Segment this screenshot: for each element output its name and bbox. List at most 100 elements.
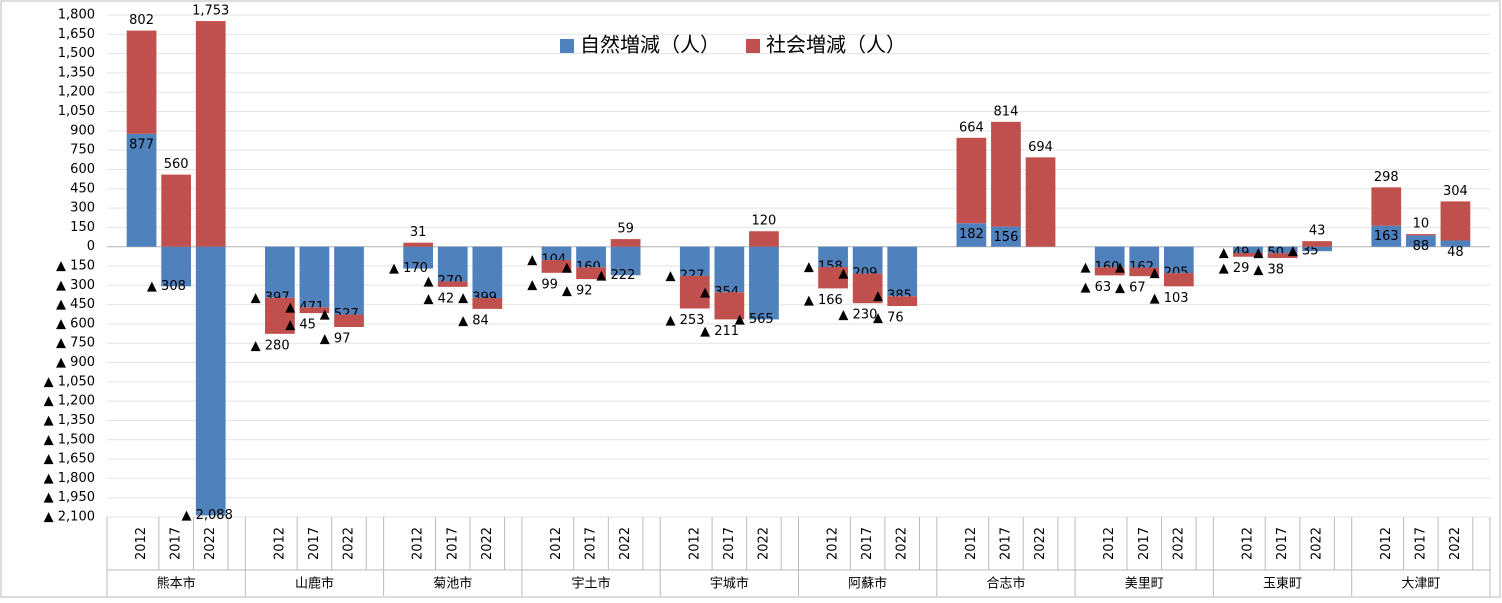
bar-segment bbox=[1267, 246, 1298, 254]
group-label: 宇城市 bbox=[710, 576, 749, 592]
bar-segment bbox=[610, 239, 641, 247]
bar-segment bbox=[852, 246, 883, 274]
data-label: 163 bbox=[1374, 229, 1399, 244]
bar-segment bbox=[679, 246, 710, 276]
y-tick-label: ▲ 150 bbox=[56, 259, 95, 274]
y-tick-label: ▲ 900 bbox=[56, 355, 95, 370]
data-label: 59 bbox=[617, 222, 634, 237]
y-tick-label: 1,500 bbox=[58, 46, 95, 61]
group-label: 宇土市 bbox=[572, 576, 611, 592]
bar-segment bbox=[403, 246, 434, 269]
bar-segment bbox=[1129, 246, 1160, 268]
bar-segment bbox=[472, 246, 503, 299]
data-label: ▲ 29 bbox=[1219, 261, 1250, 276]
x-tick-label: 2017 bbox=[307, 527, 322, 560]
x-tick-label: 2012 bbox=[549, 527, 564, 560]
x-tick-label: 2017 bbox=[1275, 527, 1290, 560]
group-label: 合志市 bbox=[986, 576, 1025, 592]
bar-segment bbox=[195, 21, 226, 247]
y-tick-label: 150 bbox=[70, 220, 95, 235]
bar-segment bbox=[1440, 201, 1471, 241]
data-label: 877 bbox=[129, 137, 154, 152]
data-label: ▲ 170 bbox=[389, 261, 428, 276]
data-label: ▲ 2,088 bbox=[182, 508, 233, 523]
x-tick-label: 2012 bbox=[411, 527, 426, 560]
bar-segment bbox=[818, 246, 848, 268]
bar-segment bbox=[1025, 157, 1056, 247]
bar-segment bbox=[576, 246, 606, 268]
x-tick-label: 2022 bbox=[895, 527, 910, 560]
data-label: ▲ 166 bbox=[804, 293, 843, 308]
group-label: 熊本市 bbox=[157, 576, 196, 592]
data-label: 304 bbox=[1443, 184, 1468, 199]
bar-segment bbox=[887, 296, 918, 307]
y-tick-label: 900 bbox=[70, 123, 95, 138]
bar-segment bbox=[126, 30, 157, 134]
bar-segment bbox=[576, 267, 606, 280]
bar-segment bbox=[749, 246, 779, 320]
data-label: ▲ 76 bbox=[873, 311, 904, 326]
y-tick-label: ▲ 1,050 bbox=[44, 374, 95, 389]
bar-segment bbox=[1094, 246, 1125, 268]
y-tick-label: 450 bbox=[70, 181, 95, 196]
data-label: ▲ 35 bbox=[1288, 244, 1319, 259]
x-tick-label: 2012 bbox=[1379, 527, 1394, 560]
data-label: 802 bbox=[129, 13, 154, 28]
data-label: ▲ 222 bbox=[596, 268, 635, 283]
y-tick-label: 1,800 bbox=[58, 8, 95, 23]
bar-segment bbox=[1405, 234, 1436, 236]
y-tick-label: ▲ 750 bbox=[56, 336, 95, 351]
y-tick-label: 1,650 bbox=[58, 27, 95, 42]
x-tick-label: 2017 bbox=[445, 527, 460, 560]
bar-segment bbox=[1371, 187, 1402, 226]
y-tick-label: 300 bbox=[70, 201, 95, 216]
data-label: ▲ 103 bbox=[1150, 291, 1189, 306]
x-tick-label: 2017 bbox=[1137, 527, 1152, 560]
data-label: 182 bbox=[959, 227, 984, 242]
x-tick-label: 2022 bbox=[342, 527, 357, 560]
x-tick-label: 2017 bbox=[860, 527, 875, 560]
x-tick-label: 2012 bbox=[134, 527, 149, 560]
bar-segment bbox=[1163, 246, 1194, 274]
y-tick-label: ▲ 1,350 bbox=[44, 413, 95, 428]
data-label: 31 bbox=[410, 225, 427, 240]
data-label: ▲ 253 bbox=[666, 313, 705, 328]
bar-segment bbox=[1094, 267, 1125, 276]
x-tick-label: 2022 bbox=[1171, 527, 1186, 560]
x-tick-label: 2012 bbox=[272, 527, 287, 560]
bar-segment bbox=[334, 314, 364, 328]
bar-segment bbox=[161, 246, 192, 287]
bar-segment bbox=[887, 246, 918, 297]
data-label: ▲ 38 bbox=[1253, 263, 1284, 278]
x-tick-label: 2022 bbox=[1448, 527, 1463, 560]
bar-segment bbox=[610, 246, 641, 276]
data-label: ▲ 92 bbox=[562, 284, 593, 299]
x-tick-label: 2012 bbox=[1240, 527, 1255, 560]
y-tick-label: ▲ 2,100 bbox=[44, 510, 95, 525]
legend-label: 自然増減（人） bbox=[580, 33, 720, 57]
data-label: ▲ 97 bbox=[320, 332, 351, 347]
bar-segment bbox=[1302, 246, 1332, 252]
y-tick-label: ▲ 1,650 bbox=[44, 452, 95, 467]
x-tick-label: 2022 bbox=[618, 527, 633, 560]
y-tick-label: ▲ 1,950 bbox=[44, 490, 95, 505]
bar-segment bbox=[472, 298, 503, 309]
data-label: ▲ 211 bbox=[700, 324, 739, 339]
x-tick-label: 2022 bbox=[1310, 527, 1325, 560]
bar-segment bbox=[541, 246, 572, 261]
data-label: ▲ 565 bbox=[735, 312, 774, 327]
bar-segment bbox=[956, 223, 987, 247]
x-tick-label: 2017 bbox=[584, 527, 599, 560]
data-label: 120 bbox=[752, 214, 777, 229]
bar-segment bbox=[126, 133, 157, 247]
y-tick-label: ▲ 1,500 bbox=[44, 432, 95, 447]
bar-segment bbox=[991, 121, 1021, 227]
y-tick-label: 0 bbox=[87, 239, 95, 254]
data-label: ▲ 99 bbox=[527, 277, 558, 292]
data-label: 1,753 bbox=[192, 4, 229, 19]
bar-segment bbox=[1371, 225, 1402, 247]
bar-segment bbox=[714, 292, 745, 320]
data-label: ▲ 230 bbox=[838, 308, 877, 323]
x-tick-label: 2022 bbox=[203, 527, 218, 560]
